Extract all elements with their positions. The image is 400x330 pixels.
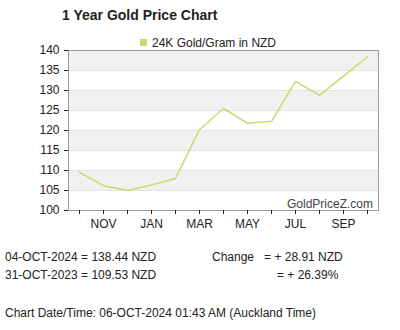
svg-text:MAY: MAY [235,217,260,231]
svg-text:110: 110 [40,163,59,177]
svg-text:130: 130 [39,83,59,97]
svg-text:105: 105 [39,183,59,197]
svg-text:120: 120 [39,123,59,137]
html-text:31-OCT-2023 = 109.53 NZD: 31-OCT-2023 = 109.53 NZD [5,268,157,282]
html-text:Chart Date/Time: 06-OCT-2024 0: Chart Date/Time: 06-OCT-2024 01:43 AM (A… [5,306,316,320]
svg-text:115: 115 [40,143,59,157]
svg-text:SEP: SEP [331,217,355,231]
svg-text:NOV: NOV [90,217,116,231]
svg-text:125: 125 [39,103,59,117]
html-text:Change = + 28.91 NZD: Change = + 28.91 NZD [212,250,343,264]
svg-text:MAR: MAR [186,217,213,231]
svg-text:135: 135 [39,63,59,77]
html-text:1 Year Gold Price Chart: 1 Year Gold Price Chart [62,7,218,23]
svg-text:JAN: JAN [140,217,163,231]
svg-text:140: 140 [39,43,59,57]
html-text:= + 26.39%: = + 26.39% [277,268,339,282]
html-text:GoldPriceZ.com: GoldPriceZ.com [287,197,373,211]
html-text:04-OCT-2024 = 138.44 NZD: 04-OCT-2024 = 138.44 NZD [5,250,157,264]
svg-text:JUL: JUL [285,217,307,231]
svg-text:100: 100 [39,203,59,217]
html-text:24K Gold/Gram in NZD: 24K Gold/Gram in NZD [152,36,276,50]
